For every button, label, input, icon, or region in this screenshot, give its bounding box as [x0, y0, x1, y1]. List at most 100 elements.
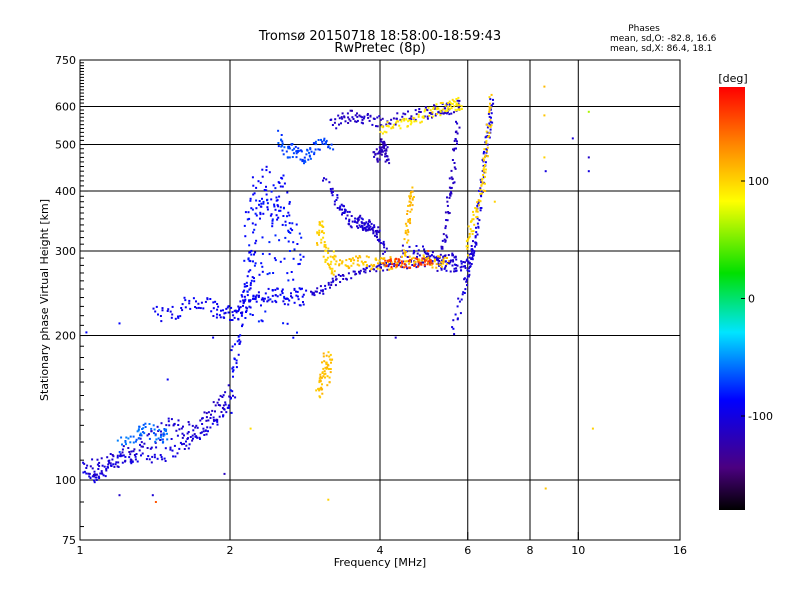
echo-point — [456, 108, 459, 111]
echo-point — [484, 161, 487, 164]
echo-point — [409, 218, 411, 220]
echo-point — [468, 262, 471, 265]
echo-point — [333, 258, 336, 261]
echo-point — [236, 340, 239, 343]
echo-point — [320, 238, 323, 241]
echo-point — [134, 440, 137, 443]
echo-point — [372, 226, 375, 229]
echo-point — [239, 334, 242, 337]
echo-point — [318, 221, 321, 224]
echo-point — [384, 152, 387, 155]
echo-point — [319, 285, 322, 288]
echo-point — [331, 194, 334, 197]
echo-point — [325, 361, 328, 364]
echo-point — [89, 476, 92, 479]
echo-point — [358, 264, 361, 267]
echo-point — [113, 465, 116, 468]
echo-point — [155, 446, 158, 449]
echo-point — [409, 117, 412, 120]
echo-point — [485, 148, 488, 151]
echo-point — [470, 250, 473, 253]
echo-point — [276, 295, 279, 298]
echo-point — [335, 127, 338, 130]
echo-point — [470, 245, 473, 247]
echo-point — [132, 441, 135, 444]
echo-point — [486, 126, 489, 129]
echo-point — [226, 306, 229, 309]
echo-point — [400, 120, 403, 123]
echo-point — [361, 225, 364, 228]
echo-point — [379, 131, 382, 133]
x-tick-label: 1 — [77, 544, 84, 557]
echo-point — [135, 438, 138, 441]
echo-point — [381, 117, 384, 120]
echo-point — [392, 123, 395, 126]
echo-point — [406, 267, 409, 270]
echo-point — [438, 260, 441, 262]
echo-point — [422, 116, 425, 119]
echo-point — [151, 494, 154, 497]
echo-point — [456, 140, 458, 143]
echo-point — [279, 209, 282, 212]
echo-point — [385, 124, 388, 127]
echo-point — [110, 464, 112, 467]
echo-point — [447, 102, 450, 104]
echo-point — [485, 135, 488, 138]
echo-point — [157, 313, 159, 316]
echo-point — [280, 176, 283, 179]
echo-point — [417, 261, 420, 264]
echo-point — [338, 206, 341, 209]
echo-point — [385, 265, 388, 268]
echo-point — [448, 113, 451, 116]
echo-point — [243, 295, 246, 298]
echo-point — [328, 368, 330, 370]
echo-point — [204, 300, 207, 303]
echo-point — [154, 501, 157, 503]
echo-point — [464, 261, 466, 264]
echo-point — [385, 149, 388, 152]
echo-point — [409, 123, 412, 126]
echo-point — [424, 260, 426, 263]
echo-point — [377, 231, 380, 234]
echo-point — [141, 452, 144, 455]
echo-point — [439, 109, 442, 112]
echo-point — [154, 440, 157, 443]
echo-point — [318, 377, 321, 380]
echo-point — [400, 119, 403, 122]
echo-point — [445, 234, 448, 237]
echo-point — [148, 458, 151, 461]
echo-point — [164, 447, 167, 450]
echo-point — [314, 290, 317, 293]
echo-point — [129, 435, 132, 438]
echo-point — [324, 284, 327, 287]
echo-point — [422, 257, 425, 260]
echo-point — [281, 292, 284, 295]
echo-point — [170, 438, 173, 440]
echo-point — [232, 369, 235, 372]
echo-point — [100, 472, 103, 475]
echo-point — [330, 270, 333, 273]
echo-point — [235, 311, 238, 314]
echo-point — [439, 112, 442, 115]
echo-point — [232, 375, 234, 378]
echo-point — [465, 279, 468, 282]
echo-point — [437, 259, 440, 262]
echo-point — [188, 299, 191, 302]
echo-point — [195, 300, 197, 303]
echo-point — [344, 120, 347, 123]
echo-point — [297, 147, 300, 150]
echo-point — [274, 208, 277, 211]
echo-point — [451, 254, 454, 257]
echo-point — [261, 270, 264, 273]
echo-point — [265, 185, 267, 188]
echo-point — [322, 375, 325, 378]
echo-point — [332, 280, 334, 283]
echo-point — [440, 268, 443, 271]
echo-point — [338, 263, 341, 266]
echo-point — [116, 456, 119, 459]
echo-point — [247, 211, 250, 214]
echo-point — [137, 428, 140, 431]
echo-point — [224, 391, 227, 394]
echo-point — [232, 314, 235, 317]
echo-point — [263, 189, 266, 191]
